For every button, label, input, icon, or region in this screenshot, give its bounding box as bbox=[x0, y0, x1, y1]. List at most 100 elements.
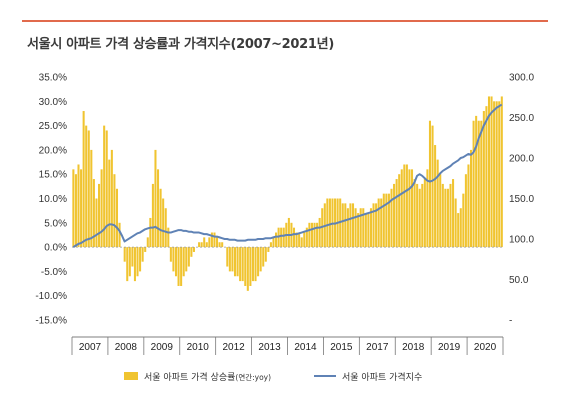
bar bbox=[436, 159, 439, 248]
bar bbox=[203, 237, 206, 248]
bar bbox=[239, 247, 242, 282]
x-year-label: 2017 bbox=[366, 342, 389, 353]
bar bbox=[228, 247, 231, 272]
chart-title: 서울시 아파트 가격 상승률과 가격지수(2007~2021년) bbox=[27, 37, 334, 52]
bar bbox=[351, 203, 355, 248]
bar bbox=[210, 232, 213, 248]
bar bbox=[300, 237, 303, 248]
bar bbox=[249, 247, 252, 286]
bar bbox=[493, 101, 496, 248]
left-tick-label: 35.0% bbox=[39, 73, 67, 84]
bar bbox=[108, 159, 111, 248]
bar bbox=[434, 145, 437, 248]
bar bbox=[226, 247, 229, 267]
bar bbox=[208, 237, 211, 248]
bar bbox=[254, 247, 257, 282]
bar bbox=[359, 208, 362, 248]
left-tick-label: -5.0% bbox=[41, 267, 67, 278]
bar bbox=[123, 247, 126, 262]
bar bbox=[387, 193, 390, 248]
bar bbox=[446, 188, 449, 248]
bar bbox=[454, 198, 457, 248]
bar bbox=[423, 179, 426, 248]
bar bbox=[113, 174, 116, 248]
legend-bar-label: 서울 아파트 가격 상승률(연간:yoy) bbox=[144, 371, 271, 383]
bar bbox=[431, 125, 434, 248]
line-series bbox=[72, 103, 503, 248]
bar bbox=[105, 130, 108, 248]
x-year-label: 2014 bbox=[294, 342, 317, 353]
bar bbox=[100, 169, 103, 248]
bar bbox=[308, 222, 311, 248]
bar bbox=[82, 111, 85, 248]
bar bbox=[264, 247, 267, 262]
title-top-rule bbox=[22, 20, 548, 22]
left-tick-label: 10.0% bbox=[39, 194, 67, 205]
bar bbox=[377, 198, 380, 248]
bar bbox=[305, 227, 308, 248]
bar bbox=[316, 222, 319, 248]
bar bbox=[136, 247, 139, 277]
bar bbox=[413, 179, 416, 248]
bar bbox=[244, 247, 247, 286]
right-tick-label: - bbox=[509, 316, 512, 327]
bar bbox=[405, 164, 408, 248]
bar bbox=[92, 179, 95, 248]
right-tick-label: 150.0 bbox=[509, 194, 534, 205]
bar bbox=[498, 101, 501, 248]
bar bbox=[190, 247, 193, 257]
left-tick-label: 15.0% bbox=[39, 170, 67, 181]
bar bbox=[131, 247, 134, 267]
bar bbox=[400, 169, 403, 248]
bar bbox=[367, 213, 370, 248]
left-tick-label: -15.0% bbox=[35, 316, 67, 327]
bar bbox=[236, 247, 239, 277]
right-tick-label: 300.0 bbox=[509, 73, 534, 84]
left-tick-label: 25.0% bbox=[39, 121, 67, 132]
bar bbox=[282, 227, 285, 248]
bar bbox=[169, 247, 172, 262]
bar bbox=[221, 242, 224, 248]
bar bbox=[459, 208, 462, 248]
bar bbox=[146, 237, 149, 248]
bar bbox=[98, 183, 101, 248]
bar bbox=[74, 174, 77, 248]
x-year-label: 2018 bbox=[402, 342, 425, 353]
bar bbox=[177, 247, 180, 286]
bar bbox=[349, 203, 352, 248]
bar bbox=[369, 208, 372, 248]
bar bbox=[298, 232, 301, 248]
bar bbox=[80, 169, 83, 248]
bar bbox=[128, 247, 131, 277]
bar bbox=[385, 193, 388, 248]
x-axis: 2007 2008 2009 2010 2012 2013 2014 2015 2017 2018… bbox=[71, 336, 504, 355]
bar bbox=[259, 247, 262, 272]
bar bbox=[467, 164, 470, 248]
right-tick-label: 50.0 bbox=[509, 275, 529, 286]
bar bbox=[313, 222, 316, 248]
bar bbox=[110, 149, 113, 248]
bar bbox=[354, 208, 357, 248]
bar bbox=[444, 188, 447, 248]
bar bbox=[470, 149, 473, 248]
bar bbox=[375, 203, 378, 248]
bar bbox=[172, 247, 175, 272]
bar bbox=[139, 247, 142, 272]
bar bbox=[318, 217, 321, 248]
bar bbox=[213, 232, 216, 248]
bar bbox=[167, 227, 170, 248]
bar bbox=[257, 247, 260, 277]
bar bbox=[141, 247, 144, 262]
bar bbox=[410, 169, 414, 248]
bar bbox=[341, 203, 344, 248]
bar bbox=[159, 188, 162, 248]
x-year-label: 2008 bbox=[115, 342, 138, 353]
bar bbox=[398, 174, 401, 248]
bar-series bbox=[72, 96, 503, 291]
bar bbox=[390, 188, 393, 248]
bar bbox=[187, 247, 190, 267]
bar bbox=[280, 227, 283, 248]
bar bbox=[151, 183, 154, 248]
bar bbox=[441, 183, 444, 248]
